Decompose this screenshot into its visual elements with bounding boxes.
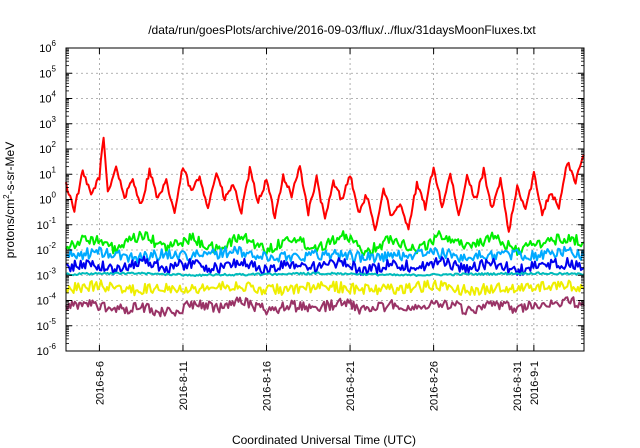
y-tick-exponent: 2 [52,140,57,149]
y-tick-label: 10-6 [37,342,57,358]
series-line-3 [65,245,585,264]
y-tick-base: 10 [39,119,51,131]
y-tick-label: 101 [39,165,56,181]
y-tick-base: 10 [39,195,51,207]
y-tick-label: 10-1 [37,216,57,232]
y-tick-exponent: -4 [49,292,57,301]
y-tick-label: 105 [39,64,56,80]
y-tick-label: 10-4 [37,292,57,308]
y-tick-exponent: 4 [52,90,57,99]
y-axis-label: protons/cm2-s-sr-MeV [2,142,17,258]
y-tick-base: 10 [39,43,51,55]
y-tick-exponent: 1 [52,165,57,174]
grid [66,48,584,351]
series-line-2 [65,230,585,257]
x-tick-label: 2016-8-31 [512,361,524,411]
y-tick-label: 106 [39,39,56,55]
y-tick-exponent: 5 [52,64,57,73]
x-tick-label: 2016-8-11 [178,361,190,410]
y-tick-base: 10 [37,346,49,358]
y-tick-base: 10 [37,270,49,282]
y-tick-base: 10 [37,321,49,333]
y-axis-label-superscript: 2 [2,194,11,199]
x-tick-label: 2016-8-16 [262,361,274,411]
y-axis-label-part-2: -s-sr-MeV [3,142,17,195]
series-line-6 [65,279,585,297]
y-tick-label: 102 [39,140,56,156]
y-tick-base: 10 [39,68,51,80]
y-tick-exponent: 3 [52,115,57,124]
y-tick-labels: 10610510410310210110010-110-210-310-410-… [37,39,57,358]
y-tick-label: 103 [39,115,56,131]
x-tick-label: 2016-8-26 [429,361,441,411]
y-tick-label: 10-5 [37,317,57,333]
y-tick-exponent: -6 [49,342,57,351]
series-line-7 [65,296,585,318]
series-line-5 [65,271,585,277]
y-tick-exponent: -2 [49,241,57,250]
y-axis-label-part-1: protons/cm [3,199,17,258]
y-tick-base: 10 [39,144,51,156]
y-tick-base: 10 [39,169,51,181]
y-tick-exponent: -3 [49,266,57,275]
y-tick-base: 10 [37,296,49,308]
y-tick-base: 10 [39,94,51,106]
y-tick-base: 10 [37,220,49,232]
chart-title: /data/run/goesPlots/archive/2016-09-03/f… [148,23,536,37]
x-tick-label: 2016-9-1 [529,361,541,405]
x-tick-label: 2016-8-6 [94,361,106,405]
y-tick-label: 10-2 [37,241,57,257]
x-tick-label: 2016-8-21 [345,361,357,411]
series-line-4 [65,255,585,277]
y-tick-base: 10 [37,245,49,257]
ticks [66,47,584,352]
x-tick-labels: 2016-8-6 2016-8-11 2016-8-16 2016-8-21 2016-… [94,361,540,411]
x-axis-label: Coordinated Universal Time (UTC) [232,433,416,447]
y-tick-exponent: 6 [52,39,57,48]
y-tick-label: 10-3 [37,266,57,282]
series-line-1 [65,136,585,233]
y-tick-exponent: 0 [52,191,57,200]
y-tick-exponent: -1 [49,216,57,225]
y-tick-label: 100 [39,191,56,207]
y-tick-label: 104 [39,90,56,106]
y-tick-exponent: -5 [49,317,57,326]
plot-lines [65,136,585,318]
